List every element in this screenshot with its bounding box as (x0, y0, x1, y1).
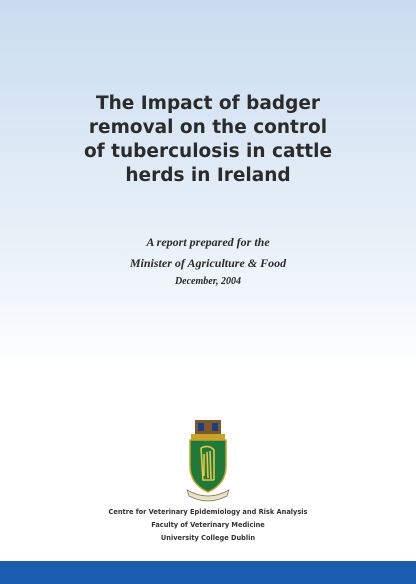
subtitle-line: Minister of Agriculture & Food (129, 256, 287, 270)
subtitle-line: A report prepared for the (146, 235, 270, 249)
harp (200, 445, 215, 481)
title-line: of tuberculosis in cattle (83, 141, 333, 162)
title-line: herds in Ireland (125, 165, 291, 186)
crest-window (212, 423, 218, 431)
title-line: removal on the control (88, 117, 328, 138)
footer-bar (0, 561, 416, 584)
title-line: The Impact of badger (96, 93, 320, 114)
crest-window (198, 423, 204, 431)
title: The Impact of badger removal on the cont… (0, 92, 416, 188)
crest (186, 420, 230, 502)
subtitle: A report prepared for the Minister of Ag… (0, 232, 416, 274)
institution: Centre for Veterinary Epidemiology and R… (0, 506, 416, 545)
date: December, 2004 (174, 276, 242, 287)
institution-line: Centre for Veterinary Epidemiology and R… (108, 508, 308, 516)
institution-line: University College Dublin (160, 534, 256, 542)
crest-band (191, 434, 225, 440)
institution-line: Faculty of Veterinary Medicine (151, 521, 265, 529)
scroll (186, 489, 230, 502)
